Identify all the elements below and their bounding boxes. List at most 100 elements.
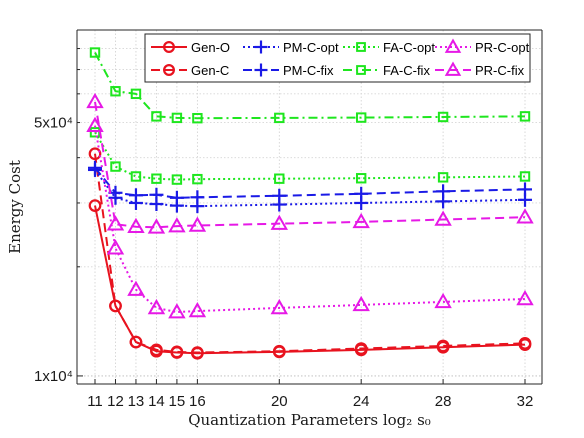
data-point xyxy=(110,161,121,172)
data-point xyxy=(356,42,366,52)
x-tick-label: 32 xyxy=(517,393,534,410)
data-point xyxy=(163,41,175,53)
legend-label: PM-C-fix xyxy=(283,63,334,78)
series-group xyxy=(86,47,534,360)
legend: Gen-O PM-C-opt FA-C-opt PR-C-opt Gen-C PM-C-f… xyxy=(144,33,531,83)
legend-item: Gen-O xyxy=(151,40,230,55)
data-point xyxy=(147,218,166,234)
legend-label: Gen-O xyxy=(191,40,230,55)
x-tick-label: 20 xyxy=(271,393,288,410)
data-point xyxy=(89,47,101,58)
y-axis-title: Energy Cost xyxy=(6,160,24,254)
y-tick-label: 5x10⁴ xyxy=(34,115,73,132)
data-point xyxy=(190,190,205,205)
series-line xyxy=(94,169,526,208)
data-point xyxy=(354,186,369,201)
data-point xyxy=(106,215,125,231)
data-point xyxy=(434,210,452,226)
data-point xyxy=(188,216,207,232)
series-line xyxy=(94,167,526,199)
axes: 11 12 13 14 15 16 20 24 28 32 1x10⁴ 5x10⁴ xyxy=(34,29,543,410)
plot-area xyxy=(77,30,542,384)
series-pm-c-fix xyxy=(88,160,532,205)
legend-item: FA-C-fix xyxy=(343,63,430,78)
data-point xyxy=(436,184,451,199)
data-point xyxy=(129,335,143,349)
data-point xyxy=(192,112,203,124)
legend-item: PR-C-fix xyxy=(435,61,525,78)
data-point xyxy=(168,217,186,233)
y-tick-label: 1x10⁴ xyxy=(34,368,73,385)
x-tick-label: 28 xyxy=(435,393,452,410)
legend-label: FA-C-fix xyxy=(383,63,430,78)
legend-label: PM-C-opt xyxy=(283,40,339,55)
data-point xyxy=(191,346,204,359)
data-point xyxy=(171,174,183,185)
legend-item: FA-C-opt xyxy=(343,40,435,55)
data-point xyxy=(168,303,186,319)
data-point xyxy=(254,63,268,77)
data-point xyxy=(274,173,285,184)
data-point xyxy=(519,111,531,122)
x-tick-label: 15 xyxy=(169,393,186,410)
data-point xyxy=(130,88,142,100)
data-point xyxy=(147,298,166,315)
data-point xyxy=(128,188,143,203)
data-point xyxy=(352,212,370,229)
data-point xyxy=(444,38,462,53)
x-tick-label: 11 xyxy=(87,393,103,410)
legend-item: Gen-C xyxy=(151,63,229,78)
data-point xyxy=(355,112,367,123)
data-point xyxy=(434,292,452,309)
data-point xyxy=(352,295,370,312)
data-point xyxy=(170,345,184,359)
x-tick-label: 24 xyxy=(353,393,370,410)
legend-label: PR-C-fix xyxy=(475,63,525,78)
legend-item: PM-C-fix xyxy=(243,63,334,78)
legend-label: Gen-C xyxy=(191,63,229,78)
data-point xyxy=(518,336,532,350)
data-point xyxy=(106,239,125,255)
data-point xyxy=(274,112,285,124)
data-point xyxy=(127,217,145,233)
data-point xyxy=(86,92,104,109)
x-tick-label: 14 xyxy=(148,393,165,410)
data-point xyxy=(270,298,289,315)
data-point xyxy=(272,344,286,358)
data-point xyxy=(86,116,104,132)
data-point xyxy=(109,299,122,313)
data-point xyxy=(110,86,121,97)
data-point xyxy=(437,172,449,183)
data-point xyxy=(270,214,289,230)
data-point xyxy=(192,173,203,185)
data-point xyxy=(356,65,366,75)
data-point xyxy=(171,112,183,124)
data-point xyxy=(188,302,207,318)
legend-item: PR-C-opt xyxy=(435,38,530,55)
data-point xyxy=(149,187,164,202)
data-point xyxy=(88,199,102,212)
legend-label: FA-C-opt xyxy=(383,40,435,55)
series-gen-c xyxy=(88,147,532,359)
series-pr-c-opt xyxy=(86,116,534,319)
data-point xyxy=(150,343,163,357)
data-point xyxy=(516,289,534,306)
data-point xyxy=(518,182,532,197)
x-tick-label: 16 xyxy=(189,393,206,410)
series-fa-c-opt xyxy=(89,127,531,185)
data-point xyxy=(163,64,175,76)
series-fa-c-fix xyxy=(89,47,531,124)
data-point xyxy=(88,147,102,161)
x-tick-label: 13 xyxy=(128,393,145,410)
data-point xyxy=(127,280,145,296)
series-line xyxy=(94,153,526,354)
data-point xyxy=(519,171,531,182)
legend-box xyxy=(144,33,531,83)
series-line xyxy=(94,131,526,181)
series-line xyxy=(94,101,526,229)
data-point xyxy=(437,111,449,123)
data-point xyxy=(516,208,534,224)
data-point xyxy=(151,111,162,122)
data-point xyxy=(355,173,367,184)
